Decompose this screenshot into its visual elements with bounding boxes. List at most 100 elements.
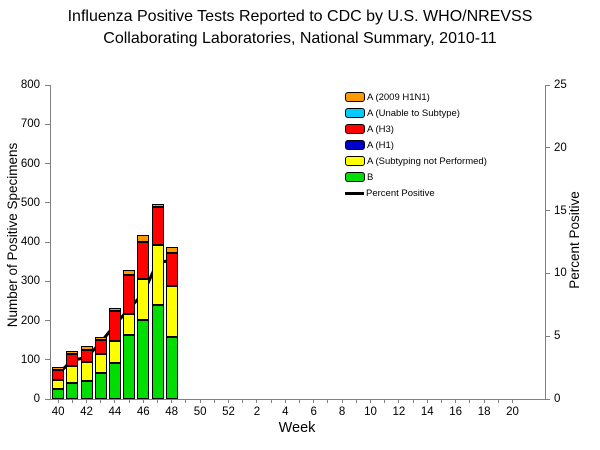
x-axis-tick-label: 10 — [364, 406, 377, 418]
y-axis-right-tick — [545, 147, 550, 149]
bar-week-41-a-subtyping-not-performed- — [66, 365, 79, 383]
x-axis-tick — [455, 399, 457, 403]
y-axis-left-tick — [45, 84, 50, 86]
x-axis-tick — [114, 399, 116, 403]
x-axis-tick — [171, 399, 173, 403]
x-axis-title: Week — [278, 420, 316, 436]
bar-week-48-a-2009-h1n1- — [165, 246, 178, 253]
y-axis-right-tick-label: 15 — [554, 204, 567, 217]
y-axis-right-tick — [545, 272, 550, 274]
bar-week-46-a-subtyping-not-performed- — [137, 279, 150, 320]
bar-week-46-a-2009-h1n1- — [137, 234, 150, 242]
legend-box-swatch — [345, 156, 365, 166]
x-axis-tick — [512, 399, 513, 403]
x-axis-tick — [242, 399, 244, 403]
y-axis-right-tick — [545, 335, 550, 337]
x-axis-tick — [256, 399, 258, 403]
legend-box-swatch — [345, 124, 365, 134]
bar-week-47-a-h3- — [151, 207, 164, 245]
x-axis-tick — [128, 399, 130, 403]
x-axis-tick-label: 2 — [253, 406, 261, 418]
x-axis-tick — [341, 399, 343, 403]
x-axis-tick-label: 40 — [51, 406, 65, 418]
bar-week-42-b — [80, 380, 93, 399]
x-axis-tick-label: 42 — [80, 406, 93, 418]
y-axis-left-tick-label: 400 — [20, 236, 40, 248]
x-axis-tick-label: 46 — [136, 406, 150, 418]
bar-week-48-b — [165, 336, 178, 399]
x-axis-tick-label: 14 — [420, 406, 434, 418]
legend-item-label: A (2009 H1N1) — [367, 91, 430, 103]
bar-week-46-a-h3- — [137, 241, 150, 280]
y-axis-left-tick-label: 300 — [20, 275, 40, 288]
x-axis-tick — [426, 399, 428, 403]
x-axis-tick — [100, 399, 102, 403]
x-axis-tick-label: 4 — [282, 406, 289, 418]
x-axis-tick — [483, 399, 485, 403]
x-axis-tick-label: 6 — [310, 406, 317, 418]
x-axis-tick-label: 16 — [449, 406, 463, 418]
x-axis-tick-label: 44 — [108, 406, 122, 418]
legend-item-label: A (H3) — [367, 123, 394, 135]
legend-item: A (H3) — [345, 121, 487, 137]
bar-week-41-b — [66, 382, 79, 399]
bar-week-40-a-2009-h1n1- — [52, 366, 65, 371]
bar-week-48-a-subtyping-not-performed- — [165, 286, 178, 337]
y-axis-left-tick — [45, 202, 50, 204]
y-axis-left-tick-label: 800 — [20, 79, 40, 91]
y-axis-left-tick-label: 0 — [33, 393, 40, 405]
bar-week-45-b — [123, 334, 136, 399]
x-axis-tick — [355, 399, 357, 403]
y-axis-right-tick — [545, 398, 550, 400]
legend: A (2009 H1N1) A (Unable to Subtype) A (H3)… — [345, 89, 487, 201]
x-axis-tick-label: 52 — [222, 406, 235, 418]
y-axis-left-tick — [45, 123, 50, 125]
bar-week-40-a-h3- — [52, 370, 65, 380]
x-axis-tick — [270, 399, 272, 403]
y-axis-right-tick-label: 10 — [554, 267, 567, 280]
y-axis-left-tick-label: 700 — [20, 118, 40, 131]
y-axis-left-tick — [45, 163, 50, 164]
x-axis-tick-label: 48 — [165, 406, 179, 418]
x-axis-tick — [441, 399, 442, 403]
bar-week-42-a-2009-h1n1- — [80, 346, 93, 350]
y-axis-left-tick — [45, 280, 50, 282]
x-axis-tick — [71, 399, 73, 403]
legend-item-label: Percent Positive — [366, 187, 435, 199]
x-axis-tick — [157, 399, 158, 403]
legend-item-label: A (H1) — [367, 139, 394, 151]
x-axis-tick — [213, 399, 215, 403]
bar-week-43-a-subtyping-not-performed- — [94, 353, 107, 374]
legend-box-swatch — [345, 172, 365, 182]
legend-item: A (Subtyping not Performed) — [345, 153, 487, 169]
legend-item: B — [345, 169, 487, 185]
x-axis-tick — [142, 399, 144, 403]
bar-week-42-a-h3- — [80, 349, 93, 362]
bar-week-45-a-subtyping-not-performed- — [123, 314, 136, 335]
bar-week-42-a-subtyping-not-performed- — [80, 361, 93, 381]
legend-item-label: B — [367, 171, 374, 183]
chart-title-line2: Collaborating Laboratories, National Sum… — [103, 30, 497, 47]
x-axis-tick — [185, 399, 187, 403]
x-axis-tick-label: 12 — [392, 406, 406, 418]
bar-week-45-a-2009-h1n1- — [123, 270, 136, 275]
x-axis-tick — [384, 399, 386, 403]
bar-week-40-b — [52, 389, 65, 399]
x-axis-tick — [299, 399, 300, 403]
chart-title-line1: Influenza Positive Tests Reported to CDC… — [67, 8, 533, 25]
bar-week-43-a-h3- — [94, 339, 107, 354]
bar-week-44-a-h3- — [108, 311, 121, 342]
bar-week-46-b — [137, 319, 150, 399]
y-axis-left-tick-label: 200 — [20, 314, 40, 327]
bar-week-41-a-2009-h1n1- — [66, 350, 79, 354]
bar-week-44-b — [108, 362, 121, 399]
legend-box-swatch — [345, 140, 365, 150]
bar-week-47-b — [151, 304, 164, 399]
x-axis-tick — [398, 399, 400, 403]
x-axis-tick — [412, 399, 414, 403]
bar-week-43-a-2009-h1n1- — [94, 336, 107, 340]
bar-week-48-a-h3- — [165, 252, 178, 287]
legend-item: A (Unable to Subtype) — [345, 105, 487, 121]
legend-box-swatch — [345, 92, 365, 102]
